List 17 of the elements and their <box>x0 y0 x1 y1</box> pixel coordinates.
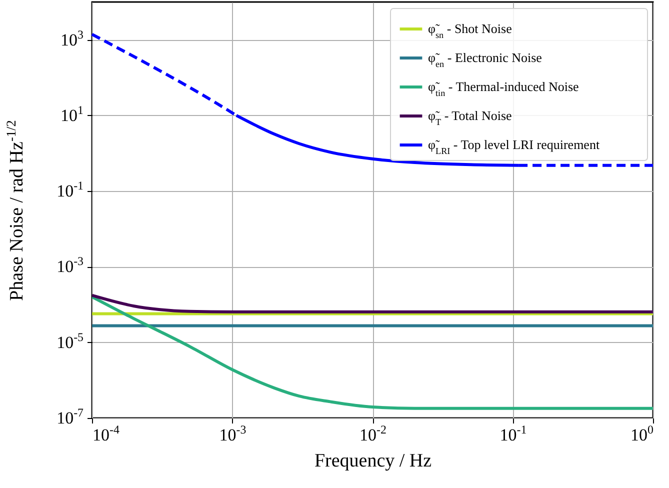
y-tick-label: 10$^{-3}$ <box>56 254 84 276</box>
legend-label: φ̃$_{LRI}$ - Top level LRI requirement <box>428 137 600 156</box>
y-tick-label: 10$^{-1}$ <box>56 178 84 201</box>
x-tick-label: 10$^{-3}$ <box>219 422 246 444</box>
y-tick-label: 10$^{-5}$ <box>56 330 84 352</box>
x-tick-label: 10$^{-4}$ <box>92 422 120 444</box>
legend-label: φ̃$_{en}$ - Electronic Noise <box>428 50 542 69</box>
y-tick-label: 10$^{3}$ <box>60 27 84 50</box>
legend-label: φ̃$_{tin}$ - Thermal-induced Noise <box>428 79 580 98</box>
x-tick-label: 10$^{0}$ <box>630 422 654 444</box>
legend-label: φ̃$_{T}$ - Total Noise <box>428 108 512 127</box>
x-tick-label: 10$^{-2}$ <box>360 422 387 444</box>
x-axis-title: Frequency / Hz <box>314 450 432 472</box>
x-tick-label: 10$^{-1}$ <box>500 422 527 444</box>
legend-label: φ̃$_{sn}$ - Shot Noise <box>428 21 512 40</box>
y-tick-label: 10$^{-7}$ <box>56 406 84 428</box>
y-tick-label: 10$^{1}$ <box>60 102 84 125</box>
